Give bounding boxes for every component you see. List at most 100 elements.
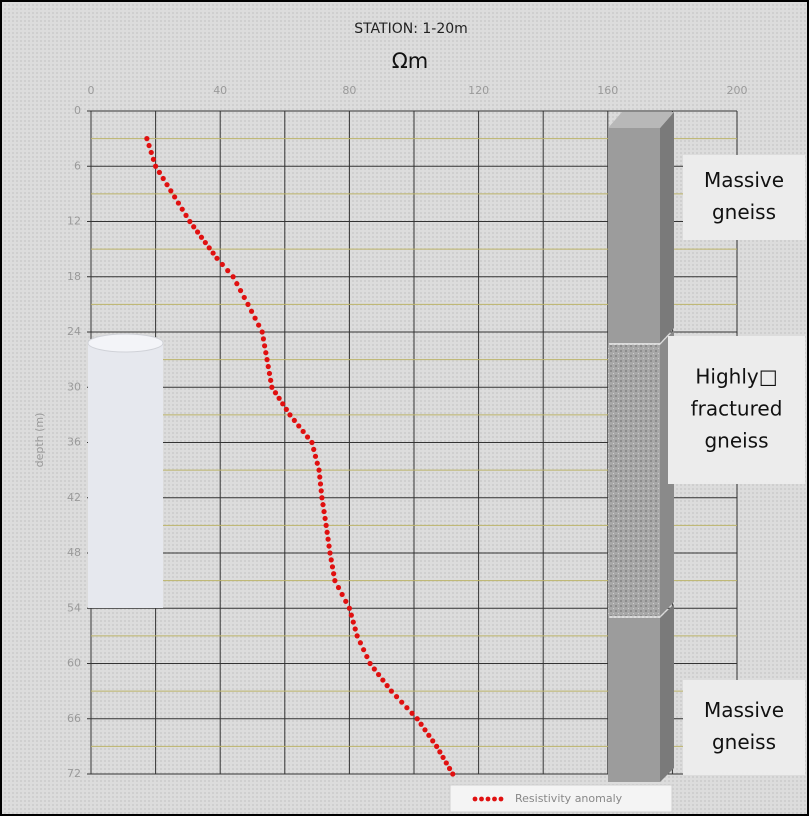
data-point [450,771,456,777]
line-dot [248,308,255,314]
annotation: fractured [691,397,783,421]
legend-swatch [498,796,504,802]
line-dot [164,182,170,188]
annotation: gneiss [712,730,776,754]
line-dot [252,315,258,321]
line-dot [426,732,432,738]
data-point [287,412,293,418]
line-dot [265,363,271,370]
line-dot [329,564,336,570]
line-dot [160,175,166,182]
annotation-box [668,336,805,484]
data-point [230,274,236,280]
line-dot [146,142,152,149]
data-point [388,688,394,694]
x-tick-label: 40 [213,84,227,97]
line-dot [291,417,297,423]
plot [144,136,456,777]
y-tick-label: 36 [67,436,81,449]
line-dot [393,694,400,700]
line-dot [443,760,449,766]
line-dot [339,591,345,598]
line-dot [325,536,331,542]
y-tick-label: 60 [67,657,81,670]
x-tick-label: 80 [342,84,356,97]
line-dot [440,754,446,761]
line-dot [324,529,330,535]
legend-label: Resistivity anomaly [515,792,623,805]
line-dot [320,502,326,508]
annotation: Massive [704,698,784,722]
line-dot [172,194,178,200]
data-point [316,467,322,473]
line-dot [317,474,323,480]
annotation: Massive [704,168,784,192]
line-dot [272,390,279,396]
data-point [354,633,360,639]
line-dot [311,446,317,453]
line-dot [148,149,154,156]
legend-swatch [485,796,491,802]
line-dot [418,721,424,727]
line-dot [343,598,349,604]
y-tick-label: 24 [67,325,81,338]
line-dot [409,710,415,716]
line-dot [321,508,327,515]
y-tick-label: 42 [67,491,81,504]
y-tick-label: 48 [67,546,81,559]
annotations: Massive gneiss Highly□ fractured gneiss Massi… [668,155,805,775]
legend-swatch [472,796,478,802]
chart-title: STATION: 1-20m [354,21,468,37]
line-dot [234,281,240,287]
data-point [245,301,251,307]
annotation-box [683,155,805,240]
y-tick-label: 30 [67,380,81,393]
line-dot [237,287,244,294]
x-tick-label: 200 [727,84,748,97]
annotation: gneiss [704,429,768,453]
line-dot [328,557,334,563]
data-point [264,357,270,363]
line-dot [314,460,320,466]
x-axis-label: Ωm [392,49,429,73]
y-tick-label: 0 [74,104,81,117]
line-dot [225,268,231,274]
line-dot [364,653,370,660]
y-axis-label: depth (m) [33,413,46,468]
legend: Resistivity anomaly [449,784,673,813]
x-tick-label: 120 [468,84,489,97]
y-tick-label: 66 [67,712,81,725]
data-point [144,136,150,142]
line-dot [210,250,216,256]
data-point [319,495,325,501]
legend-swatch [492,796,497,802]
line-dot [241,294,247,301]
data-point [309,439,315,446]
line-dot [296,423,302,429]
line-dot [317,481,324,487]
line-dot [322,515,328,522]
data-point [332,578,338,584]
line-dot [430,738,436,744]
data-point [187,218,193,225]
line-dot [175,200,182,206]
line-dot [280,401,286,407]
line-dot [300,428,306,435]
line-dot [399,699,405,705]
line-dot [312,453,319,459]
line-dot [150,156,157,162]
y-tick-label: 18 [67,270,81,283]
annotation: Highly□ [695,365,777,389]
line-dot [437,749,443,755]
line-dot [183,212,189,218]
x-tick-label: 160 [597,84,618,97]
line-dot [404,705,410,711]
line-dot [156,169,163,175]
line-dot [206,245,212,251]
data-point [269,384,275,390]
line-dot [263,350,269,356]
line-dot [168,188,174,194]
line-dot [384,683,390,689]
line-dot [361,647,367,653]
